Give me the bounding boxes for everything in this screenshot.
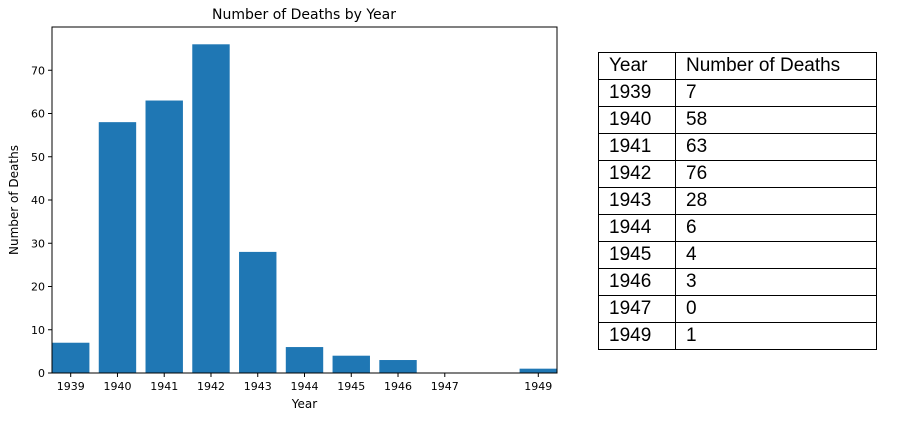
cell-year: 1947: [598, 295, 676, 323]
y-tick-label: 50: [31, 151, 45, 164]
bar-chart: Number of Deaths by Year 1939 1940 1941 194…: [7, 7, 558, 411]
y-tick-label: 70: [31, 64, 45, 77]
bar-1944: [285, 347, 324, 373]
table-row: 1943 28: [598, 187, 877, 215]
bar-1939: [52, 342, 90, 373]
chart-title: Number of Deaths by Year: [212, 7, 396, 23]
table-row: 1941 63: [598, 133, 877, 161]
y-ticks-group: 0 10 20 30 40 50 60 70: [31, 64, 52, 380]
cell-year: 1940: [598, 106, 676, 134]
table-row: 1939 7: [598, 79, 877, 107]
cell-deaths: 0: [675, 295, 877, 323]
bar-1942: [192, 44, 230, 374]
bar-1946: [379, 360, 417, 373]
cell-deaths: 28: [675, 187, 877, 215]
cell-year: 1943: [598, 187, 676, 215]
x-ticks-group: 1939 1940 1941 1942 1943 1944 1945 1946 1947 1949: [57, 373, 552, 393]
cell-deaths: 7: [675, 79, 877, 107]
bar-1949: [519, 368, 557, 373]
x-tick-label: 1939: [57, 380, 85, 393]
bar-1941: [145, 100, 183, 374]
x-tick-label: 1944: [291, 380, 319, 393]
cell-year: 1942: [598, 160, 676, 188]
x-tick-label: 1942: [197, 380, 225, 393]
x-tick-label: 1946: [384, 380, 412, 393]
table-row: 1942 76: [598, 160, 877, 188]
cell-year: 1949: [598, 322, 676, 350]
cell-year: 1941: [598, 133, 676, 161]
bar-1940: [98, 122, 137, 374]
table-row: 1940 58: [598, 106, 877, 134]
x-tick-label: 1945: [337, 380, 365, 393]
cell-year: 1939: [598, 79, 676, 107]
table-row: 1946 3: [598, 268, 877, 296]
cell-deaths: 58: [675, 106, 877, 134]
header-year: Year: [598, 52, 676, 80]
bars-group: [52, 44, 557, 374]
cell-deaths: 1: [675, 322, 877, 350]
bar-1945: [332, 355, 370, 373]
table-row: 1947 0: [598, 295, 877, 323]
y-axis-label: Number of Deaths: [7, 145, 21, 255]
y-tick-label: 10: [31, 324, 45, 337]
bar-1943: [239, 251, 277, 373]
cell-deaths: 3: [675, 268, 877, 296]
data-table: Year Number of Deaths 1939 7 1940 58 1941 63 1…: [598, 52, 877, 350]
table-header-row: Year Number of Deaths: [598, 52, 877, 80]
cell-deaths: 6: [675, 214, 877, 242]
table-row: 1945 4: [598, 241, 877, 269]
table-body: 1939 7 1940 58 1941 63 1942 76 1943 28 1944 6 1945 4 1…: [598, 79, 877, 350]
x-tick-label: 1949: [524, 380, 552, 393]
y-tick-label: 0: [38, 367, 45, 380]
y-tick-label: 60: [31, 108, 45, 121]
cell-deaths: 63: [675, 133, 877, 161]
y-tick-label: 40: [31, 194, 45, 207]
x-tick-label: 1947: [431, 380, 459, 393]
cell-year: 1944: [598, 214, 676, 242]
x-tick-label: 1940: [103, 380, 131, 393]
x-tick-label: 1941: [150, 380, 178, 393]
y-tick-label: 20: [31, 281, 45, 294]
cell-year: 1945: [598, 241, 676, 269]
y-tick-label: 30: [31, 237, 45, 250]
axes-frame: [51, 26, 558, 374]
x-tick-label: 1943: [244, 380, 272, 393]
x-axis-label: Year: [291, 397, 317, 411]
table-row: 1949 1: [598, 322, 877, 350]
cell-year: 1946: [598, 268, 676, 296]
cell-deaths: 76: [675, 160, 877, 188]
header-deaths: Number of Deaths: [675, 52, 877, 80]
cell-deaths: 4: [675, 241, 877, 269]
table-row: 1944 6: [598, 214, 877, 242]
